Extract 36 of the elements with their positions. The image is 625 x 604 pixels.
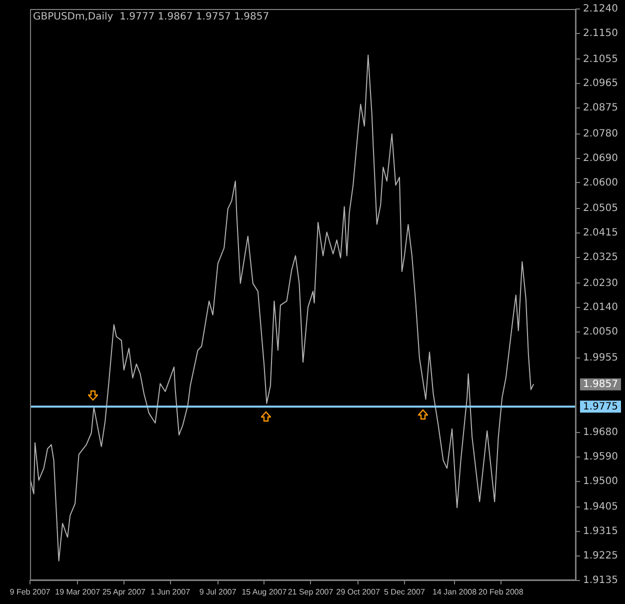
text: 1.9857	[583, 379, 618, 390]
y-tick-label: 1.9135	[583, 574, 618, 586]
x-tick-label: 1 Jun 2007	[150, 587, 191, 596]
y-tick-label: 2.0505	[583, 203, 618, 214]
x-tick-label: 9 Feb 2007	[10, 587, 51, 596]
x-tick-label: 15 Aug 2007	[242, 587, 288, 596]
y-tick-label: 1.9680	[583, 427, 618, 438]
x-tick-label: 19 Mar 2007	[55, 587, 101, 596]
x-tick-label: 14 Jan 2008	[432, 587, 478, 596]
chart-title: GBPUSDm,Daily 1.9777 1.9867 1.9757 1.9857	[33, 12, 270, 23]
y-tick-label: 2.0050	[583, 326, 618, 338]
x-tick-label: 21 Sep 2007	[288, 587, 334, 596]
y-tick-label: 2.0230	[583, 278, 618, 289]
ref-line-label: 1.9775	[583, 401, 618, 412]
x-tick-label: 20 Feb 2008	[478, 587, 524, 596]
y-tick-label: 1.9315	[583, 526, 618, 538]
y-tick-label: 2.0600	[583, 177, 618, 188]
y-tick-label: 2.0780	[583, 128, 618, 140]
y-tick-label: 2.0965	[583, 78, 618, 90]
y-tick-label: 1.9405	[583, 502, 618, 513]
y-tick-label: 2.0690	[583, 152, 618, 164]
y-tick-label: 2.1150	[583, 28, 618, 40]
y-tick-label: 2.1055	[583, 54, 618, 65]
y-tick-label: 1.9955	[583, 352, 618, 364]
y-tick-label: 1.9225	[583, 550, 618, 562]
x-tick-label: 5 Dec 2007	[384, 587, 426, 596]
x-tick-label: 29 Oct 2007	[336, 587, 380, 596]
y-tick-label: 2.1240	[583, 4, 618, 15]
y-tick-label: 2.0140	[583, 302, 618, 314]
x-tick-label: 25 Apr 2007	[102, 587, 146, 596]
y-tick-label: 2.0325	[583, 252, 618, 263]
x-tick-label: 9 Jul 2007	[199, 587, 237, 596]
y-tick-label: 2.0415	[583, 228, 618, 239]
y-tick-label: 1.9590	[583, 451, 618, 462]
y-tick-label: 1.9500	[583, 476, 618, 487]
y-tick-label: 2.0875	[583, 102, 618, 114]
